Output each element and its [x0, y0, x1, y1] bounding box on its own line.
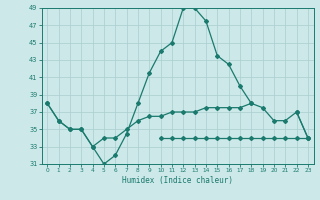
X-axis label: Humidex (Indice chaleur): Humidex (Indice chaleur)	[122, 176, 233, 185]
